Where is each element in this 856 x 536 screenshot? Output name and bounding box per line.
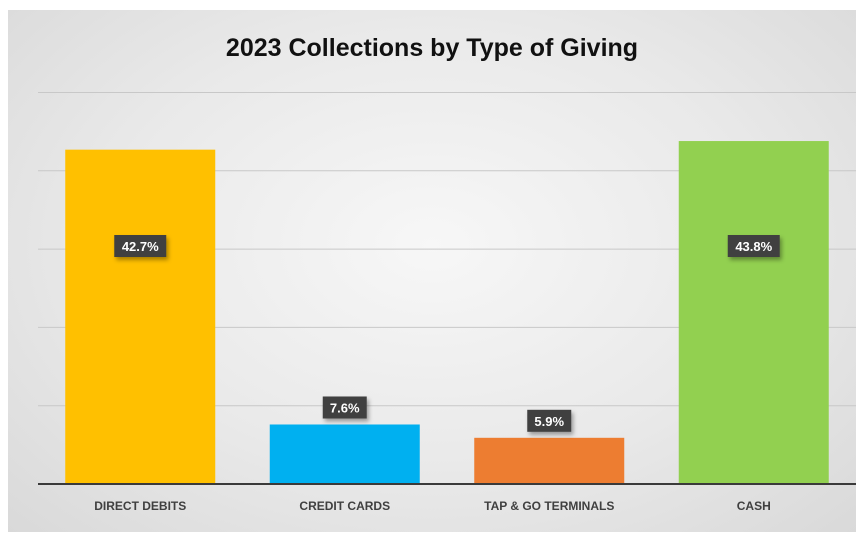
data-label-box: [727, 235, 780, 257]
data-label-text: 7.6%: [330, 400, 360, 415]
x-tick-label: CASH: [737, 499, 771, 513]
bars: [65, 141, 829, 484]
data-label: 42.7%: [114, 235, 167, 257]
chart-area: 2023 Collections by Type of Giving 42.7%…: [8, 10, 856, 532]
data-label: 7.6%: [322, 396, 367, 419]
data-label-box: [114, 235, 167, 257]
bar-tap-go-terminals: [474, 437, 625, 484]
bar-direct-debits: [65, 149, 216, 484]
bar-cash: [678, 141, 829, 484]
data-label-box: [527, 409, 572, 432]
data-label-box: [322, 396, 367, 419]
x-tick-label: CREDIT CARDS: [299, 499, 390, 513]
chart-title: 2023 Collections by Type of Giving: [226, 34, 638, 62]
data-labels: 42.7% 7.6% 5.9% 43.8%: [114, 235, 780, 432]
data-label-text: 43.8%: [735, 239, 772, 254]
bar-chart: 2023 Collections by Type of Giving 42.7%…: [38, 34, 856, 513]
x-tick-label: DIRECT DEBITS: [94, 499, 186, 513]
data-label: 5.9%: [527, 409, 572, 432]
data-label-text: 5.9%: [534, 414, 564, 429]
bar-credit-cards: [269, 424, 420, 484]
data-label: 43.8%: [727, 235, 780, 257]
x-tick-label: TAP & GO TERMINALS: [484, 499, 614, 513]
data-label-text: 42.7%: [122, 239, 159, 254]
x-axis-tick-labels: DIRECT DEBITS CREDIT CARDS TAP & GO TERMIN…: [94, 499, 771, 513]
